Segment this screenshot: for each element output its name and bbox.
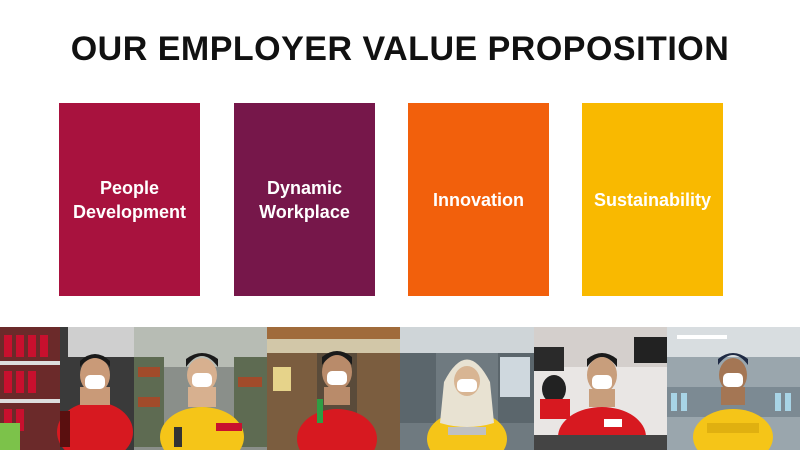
pillar-innovation: Innovation [408,103,549,296]
employee-photo-factory [667,327,800,450]
pillar-label: Dynamic [266,177,343,198]
employee-photo-strip [0,327,800,450]
employee-photo-warehouse [134,327,267,450]
employee-photo-store [0,327,134,450]
employee-photo-shop [267,327,400,450]
pillar-label: Innovation [433,189,524,210]
page-title: OUR EMPLOYER VALUE PROPOSITION [70,30,730,68]
pillar-sustainability: Sustainability [582,103,723,296]
employee-photo-call-center [534,327,667,450]
pillar-people-development: People Development [59,103,200,296]
pillar-label: Sustainability [593,189,712,210]
employee-photo-office [400,327,534,450]
pillar-label: Development [72,201,187,222]
pillar-dynamic-workplace: Dynamic Workplace [234,103,375,296]
pillar-label: People [99,177,160,198]
pillar-label: Workplace [259,201,350,222]
